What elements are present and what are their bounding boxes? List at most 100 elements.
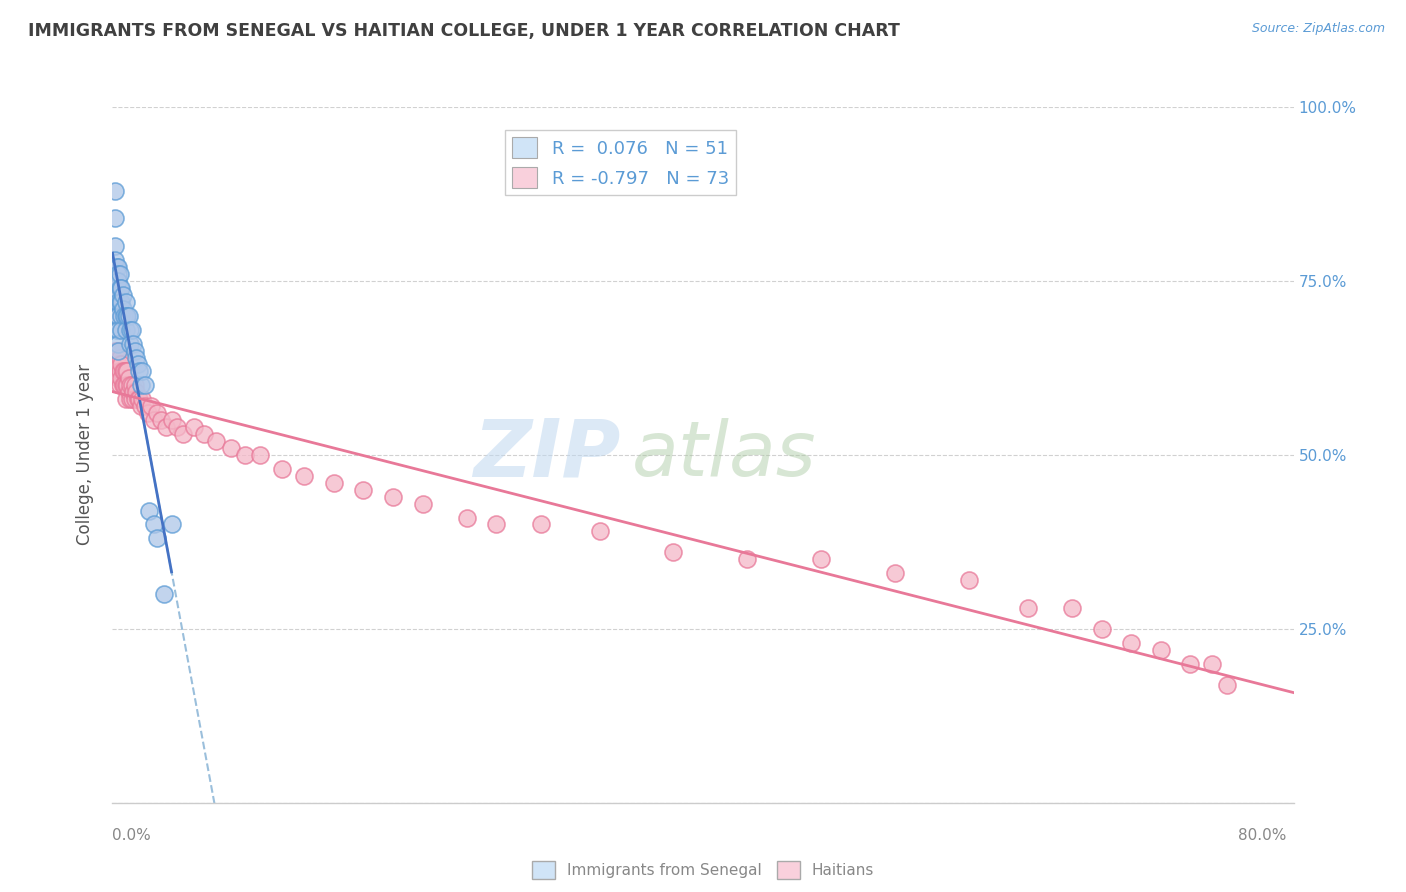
Point [108, 351, 131, 365]
Point [122, 385, 145, 400]
Point [884, 566, 907, 581]
Point [127, 392, 149, 407]
Point [114, 378, 136, 392]
Text: ZIP: ZIP [472, 416, 620, 494]
Point [146, 406, 169, 420]
Point [108, 281, 131, 295]
Point [110, 358, 132, 372]
Point [111, 301, 134, 316]
Point [124, 343, 146, 358]
Point [172, 427, 194, 442]
Point [529, 517, 551, 532]
Text: Source: ZipAtlas.com: Source: ZipAtlas.com [1251, 22, 1385, 36]
Point [107, 323, 129, 337]
Point [114, 323, 136, 337]
Point [1150, 642, 1173, 657]
Point [110, 294, 132, 309]
Point [110, 371, 132, 385]
Point [114, 364, 136, 378]
Point [292, 468, 315, 483]
Text: 80.0%: 80.0% [1239, 828, 1286, 843]
Point [323, 475, 346, 490]
Point [105, 358, 128, 372]
Point [111, 378, 134, 392]
Point [110, 309, 132, 323]
Point [125, 385, 148, 400]
Point [153, 587, 176, 601]
Point [121, 392, 143, 407]
Point [125, 351, 148, 365]
Point [131, 364, 153, 378]
Point [249, 448, 271, 462]
Point [136, 406, 159, 420]
Point [105, 260, 128, 274]
Point [105, 274, 128, 288]
Point [352, 483, 374, 497]
Point [110, 281, 132, 295]
Point [114, 294, 136, 309]
Point [117, 309, 138, 323]
Point [124, 378, 146, 392]
Text: 0.0%: 0.0% [112, 828, 152, 843]
Point [1017, 601, 1039, 615]
Point [485, 517, 508, 532]
Point [107, 288, 129, 302]
Point [108, 364, 131, 378]
Point [107, 371, 129, 385]
Point [114, 392, 136, 407]
Point [108, 378, 131, 392]
Point [110, 323, 132, 337]
Point [122, 336, 145, 351]
Point [134, 399, 156, 413]
Point [146, 532, 169, 546]
Point [128, 364, 150, 378]
Point [139, 399, 162, 413]
Point [957, 573, 980, 587]
Point [112, 378, 135, 392]
Point [107, 343, 129, 358]
Point [1201, 657, 1223, 671]
Point [120, 392, 142, 407]
Point [155, 420, 177, 434]
Text: IMMIGRANTS FROM SENEGAL VS HAITIAN COLLEGE, UNDER 1 YEAR CORRELATION CHART: IMMIGRANTS FROM SENEGAL VS HAITIAN COLLE… [28, 22, 900, 40]
Point [107, 274, 129, 288]
Point [105, 288, 128, 302]
Point [104, 184, 127, 198]
Point [456, 510, 478, 524]
Point [205, 434, 228, 448]
Point [107, 267, 129, 281]
Point [138, 503, 160, 517]
Point [131, 392, 153, 407]
Point [108, 267, 131, 281]
Point [1062, 601, 1084, 615]
Point [104, 343, 127, 358]
Point [150, 413, 173, 427]
Point [160, 413, 183, 427]
Point [271, 462, 294, 476]
Point [107, 336, 129, 351]
Point [104, 253, 127, 268]
Point [112, 364, 135, 378]
Point [105, 323, 128, 337]
Point [411, 497, 433, 511]
Point [662, 545, 685, 559]
Point [108, 294, 131, 309]
Point [588, 524, 610, 539]
Point [112, 309, 135, 323]
Point [117, 364, 138, 378]
Point [120, 378, 142, 392]
Y-axis label: College, Under 1 year: College, Under 1 year [76, 364, 94, 546]
Point [1216, 677, 1239, 691]
Point [233, 448, 256, 462]
Point [107, 294, 129, 309]
Point [121, 323, 143, 337]
Point [105, 309, 128, 323]
Point [129, 399, 152, 413]
Point [142, 413, 165, 427]
Point [134, 378, 156, 392]
Point [737, 552, 759, 566]
Point [124, 392, 146, 407]
Point [105, 294, 128, 309]
Point [104, 211, 127, 226]
Point [382, 490, 405, 504]
